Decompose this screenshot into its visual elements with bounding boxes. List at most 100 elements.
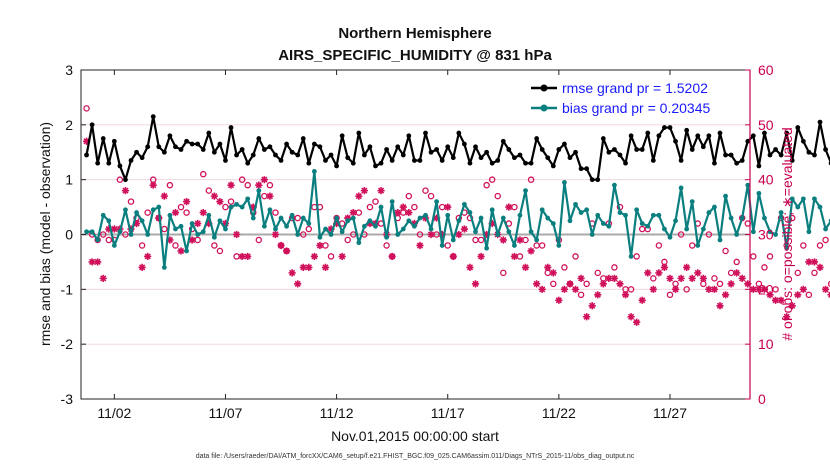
obs-evaluated-point xyxy=(783,313,791,321)
obs-evaluated-point xyxy=(733,269,741,277)
obs-evaluated-point xyxy=(683,263,691,271)
obs-possible-point xyxy=(294,214,301,222)
rmse-point xyxy=(539,147,545,152)
obs-possible-point xyxy=(572,253,579,260)
obs-possible-point xyxy=(372,198,379,205)
obs-evaluated-point xyxy=(160,192,168,200)
bias-point xyxy=(634,207,640,213)
obs-possible-point xyxy=(794,269,802,277)
bias-point xyxy=(211,234,217,240)
rmse-point xyxy=(367,144,373,150)
obs-evaluated-point xyxy=(416,241,424,250)
obs-evaluated-point xyxy=(483,230,491,239)
obs-evaluated-point xyxy=(171,208,180,217)
obs-evaluated-point xyxy=(138,263,146,271)
bias-point xyxy=(156,204,162,210)
bias-point xyxy=(111,243,117,248)
rmse-point xyxy=(523,160,528,166)
obs-evaluated-point xyxy=(721,291,730,299)
rmse-point xyxy=(334,163,339,169)
obs-possible-point xyxy=(583,280,590,288)
bias-point xyxy=(284,223,289,229)
bias-point xyxy=(684,226,690,232)
rmse-point xyxy=(145,144,151,150)
rmse-point xyxy=(423,130,428,136)
rmse-point xyxy=(84,152,89,158)
obs-evaluated-point xyxy=(477,252,485,261)
rmse-point xyxy=(384,147,390,152)
bias-point xyxy=(745,182,751,188)
legend-rmse-marker xyxy=(540,84,548,92)
bias-point xyxy=(817,204,823,210)
obs-evaluated-point xyxy=(238,252,246,261)
bias-point xyxy=(100,212,106,218)
bias-point xyxy=(106,218,112,224)
obs-evaluated-point xyxy=(810,258,819,266)
obs-evaluated-point xyxy=(127,225,135,233)
obs-evaluated-point xyxy=(288,269,296,277)
bias-point xyxy=(689,199,695,205)
y2-tick-label: 20 xyxy=(758,281,774,297)
obs-possible-point xyxy=(199,170,207,178)
rmse-point xyxy=(700,144,706,150)
rmse-point xyxy=(567,155,573,161)
rmse-point xyxy=(556,147,562,152)
x-tick-label: 11/07 xyxy=(208,405,242,421)
obs-evaluated-point xyxy=(121,187,130,195)
obs-evaluated-point xyxy=(533,280,541,288)
y2-tick-label: 60 xyxy=(758,62,774,78)
obs-evaluated-point xyxy=(277,241,285,250)
obs-possible-point xyxy=(138,242,146,249)
rmse-point xyxy=(678,158,684,163)
obs-evaluated-point xyxy=(655,269,663,277)
rmse-point xyxy=(117,163,123,169)
obs-possible-point xyxy=(750,253,757,260)
bias-point xyxy=(445,212,451,218)
obs-evaluated-point xyxy=(405,208,413,217)
bias-point xyxy=(123,207,128,213)
obs-possible-point xyxy=(766,253,774,260)
obs-evaluated-point xyxy=(527,247,535,255)
obs-evaluated-point xyxy=(538,285,546,293)
obs-possible-point xyxy=(811,269,818,277)
obs-evaluated-point xyxy=(227,181,235,189)
obs-evaluated-point xyxy=(805,258,813,266)
obs-evaluated-point xyxy=(177,247,185,255)
obs-evaluated-point xyxy=(727,280,735,288)
bias-point xyxy=(239,204,245,210)
rmse-point xyxy=(795,125,801,130)
bias-point xyxy=(361,223,367,229)
obs-evaluated-point xyxy=(299,263,307,271)
rmse-point xyxy=(784,130,790,136)
rmse-point xyxy=(100,136,106,141)
x-axis-label: Nov.01,2015 00:00:00 start xyxy=(331,428,499,444)
obs-possible-point xyxy=(272,209,279,216)
rmse-point xyxy=(812,152,817,158)
obs-evaluated-point xyxy=(232,230,241,239)
obs-evaluated-point xyxy=(649,285,657,293)
obs-evaluated-point xyxy=(560,285,569,293)
bias-point xyxy=(578,210,584,215)
rmse-point xyxy=(400,152,406,158)
rmse-point xyxy=(512,155,517,161)
bias-point xyxy=(450,237,456,243)
obs-evaluated-point xyxy=(199,208,207,217)
rmse-point xyxy=(728,152,734,158)
rmse-point xyxy=(234,152,239,158)
obs-evaluated-point xyxy=(349,208,357,217)
rmse-point xyxy=(106,160,112,166)
bias-point xyxy=(734,232,740,237)
obs-possible-point xyxy=(477,236,485,244)
obs-evaluated-point xyxy=(388,252,396,261)
obs-possible-point xyxy=(416,231,424,238)
bias-point xyxy=(678,185,684,191)
bias-point xyxy=(417,215,423,221)
rmse-point xyxy=(206,130,212,136)
obs-evaluated-point xyxy=(599,280,607,288)
obs-evaluated-point xyxy=(394,208,402,217)
obs-possible-point xyxy=(244,181,251,189)
rmse-point xyxy=(478,155,484,161)
bias-point xyxy=(500,215,506,221)
legend: rmse grand pr = 1.5202 bias grand pr = 0… xyxy=(531,80,710,116)
obs-evaluated-point xyxy=(244,252,252,261)
